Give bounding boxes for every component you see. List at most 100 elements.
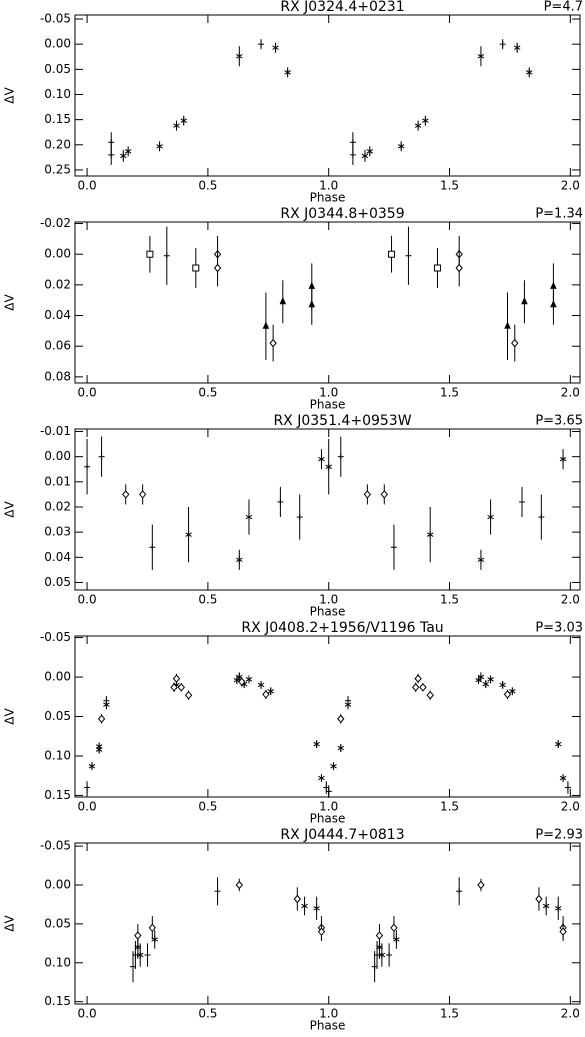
data-point: [108, 139, 115, 146]
marker-shape: [504, 321, 511, 329]
marker-stroke: [245, 677, 253, 682]
data-point: [405, 252, 412, 259]
data-point: [521, 297, 528, 305]
data-point: [146, 250, 154, 258]
marker-shape: [511, 338, 519, 348]
data-point: [511, 338, 519, 348]
data-point: [378, 951, 386, 959]
y-tick-label: 0.15: [44, 112, 71, 126]
marker-shape: [426, 690, 434, 700]
x-axis-label: Phase: [310, 605, 346, 619]
marker-shape: [559, 927, 567, 936]
data-point: [103, 701, 110, 709]
marker-shape: [308, 300, 316, 308]
panel-title: RX J0444.7+0813: [280, 827, 404, 843]
data-point: [361, 152, 369, 160]
data-point: [349, 139, 356, 146]
y-tick-label: -0.05: [40, 839, 71, 853]
marker-stroke: [513, 45, 521, 50]
marker-stroke: [393, 937, 400, 942]
marker-shape: [317, 927, 326, 936]
marker-stroke: [482, 681, 490, 687]
data-point: [279, 297, 287, 305]
data-point: [538, 514, 545, 521]
panel-title: RX J0408.2+1956/V1196 Tau: [241, 620, 443, 636]
y-tick-label: 0.05: [44, 62, 71, 76]
x-tick-label: 1.5: [440, 800, 459, 814]
y-tick-label: 0.05: [44, 709, 71, 723]
x-tick-label: 2.0: [561, 800, 580, 814]
period-annotation: P=4.7: [544, 0, 583, 15]
data-point: [390, 544, 397, 551]
marker-stroke: [124, 149, 132, 154]
data-point: [257, 681, 265, 689]
marker-stroke: [344, 702, 352, 707]
marker-stroke: [559, 775, 567, 781]
data-point: [487, 675, 494, 683]
x-tick-label: 0.0: [78, 386, 97, 400]
marker-stroke: [487, 677, 494, 682]
x-tick-label: 1.0: [319, 800, 338, 814]
marker-stroke: [173, 123, 180, 128]
data-point: [262, 321, 270, 329]
data-point: [238, 677, 246, 687]
plot-frame: [74, 14, 581, 177]
marker-stroke: [361, 153, 369, 159]
marker-shape: [262, 321, 270, 329]
y-tick-label: 0.00: [44, 37, 71, 51]
marker-shape: [521, 297, 528, 305]
y-tick-label: 0.04: [44, 308, 71, 322]
data-point: [559, 774, 567, 782]
panel: RX J0324.4+0231 P=4.7 0.0 0.5 1.0 1.5 2.0 -0.05…: [3, 0, 584, 205]
data-point: [134, 931, 142, 940]
marker-stroke: [301, 903, 308, 909]
y-axis-label: ΔV: [3, 501, 17, 518]
data-point: [180, 117, 187, 125]
data-point: [236, 52, 243, 60]
y-tick-label: 0.03: [44, 525, 71, 539]
data-point: [337, 744, 345, 752]
data-point: [325, 788, 332, 795]
marker-shape: [550, 300, 557, 308]
y-axis-label: ΔV: [3, 915, 17, 932]
data-point: [269, 338, 277, 348]
marker-stroke: [477, 674, 485, 680]
data-point: [366, 147, 374, 155]
marker-stroke: [95, 747, 103, 752]
y-tick-label: -0.01: [40, 424, 71, 438]
data-point: [390, 923, 398, 933]
y-tick-label: 0.00: [44, 449, 71, 463]
marker-shape: [390, 923, 398, 933]
plot-frame: [74, 221, 581, 384]
marker-stroke: [156, 144, 163, 149]
data-point: [564, 784, 571, 791]
x-tick-label: 0.0: [78, 1007, 97, 1021]
marker-stroke: [477, 557, 485, 563]
data-point: [337, 714, 345, 724]
data-point: [149, 544, 156, 551]
x-axis-label: Phase: [310, 812, 346, 826]
x-tick-label: 1.0: [319, 593, 338, 607]
data-point: [267, 687, 274, 695]
data-point: [477, 673, 485, 681]
data-point: [192, 264, 200, 272]
data-point: [422, 117, 429, 125]
data-point: [301, 902, 308, 910]
data-point: [426, 531, 434, 539]
marker-stroke: [414, 123, 422, 128]
marker-stroke: [487, 514, 494, 520]
data-point: [397, 142, 405, 150]
marker-stroke: [526, 70, 533, 75]
data-point: [236, 556, 243, 564]
x-tick-label: 1.5: [440, 593, 459, 607]
data-point: [509, 687, 516, 695]
data-point: [554, 740, 562, 748]
x-axis-label: Phase: [310, 398, 346, 412]
y-tick-label: 0.06: [44, 339, 71, 353]
marker-stroke: [120, 153, 127, 159]
y-tick-label: 0.15: [44, 994, 71, 1008]
y-tick-label: 0.02: [44, 499, 71, 513]
data-point: [559, 455, 567, 463]
data-point: [375, 931, 384, 940]
